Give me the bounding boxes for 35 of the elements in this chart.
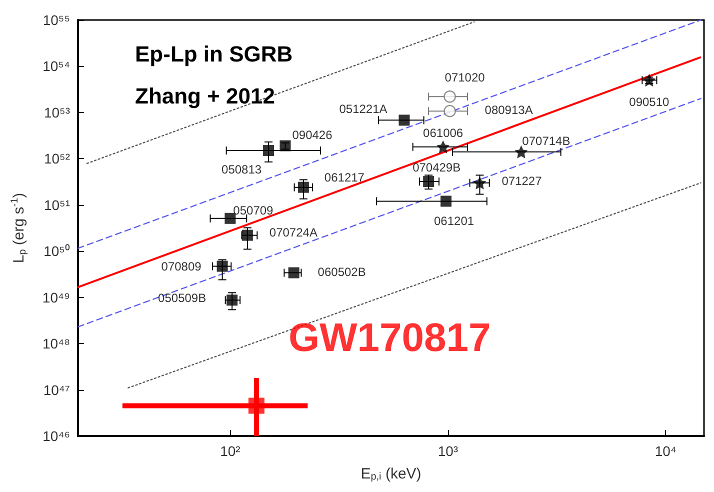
annotation: 061217 [324,170,365,184]
annotation: 050813 [222,162,262,177]
annotation: 061201 [434,214,474,228]
y-tick-label: 10⁴⁸ [42,336,70,352]
annotation: 060502B [318,264,366,279]
y-tick-label: 10⁴⁹ [42,289,70,306]
annotation: 070714B [522,134,570,148]
annotation: 070809 [161,259,202,274]
annotation: 050709 [233,203,274,218]
x-tick-label: 10⁴ [654,443,676,459]
annotation: 051221A [339,102,388,116]
y-tick-label: 10⁵³ [44,104,70,120]
x-tick-label: 10³ [438,443,458,459]
y-tick-label: 10⁵⁴ [42,58,70,74]
y-tick-label: 10⁵² [44,150,70,167]
text: Ep-Lp in SGRB [135,42,293,66]
x-axis-title: Ep,i (keV) [360,466,422,482]
annotation: 090510 [629,95,670,110]
y-tick-label: 10⁵⁵ [42,12,70,28]
text: Zhang + 2012 [135,84,276,108]
y-tick-label: 10⁵⁰ [44,243,70,260]
annotation: 061006 [423,126,464,140]
annotation: 050509B [158,291,206,306]
y-axis-title: Lp (erg s-1) [10,192,28,264]
y-tick-label: 10⁴⁷ [43,382,70,398]
y-tick-label: 10⁴⁶ [42,428,70,444]
series-label: GW170817 [288,316,491,360]
annotation: 090426 [292,128,333,142]
x-tick-label: 10² [220,443,241,459]
annotation: 070724A [269,225,318,240]
y-tick-label: 10⁵¹ [44,196,70,213]
annotation: 071020 [444,70,486,85]
annotation: 080913A [484,103,533,118]
annotation: 070429B [412,160,461,175]
annotation: 071227 [502,174,542,188]
